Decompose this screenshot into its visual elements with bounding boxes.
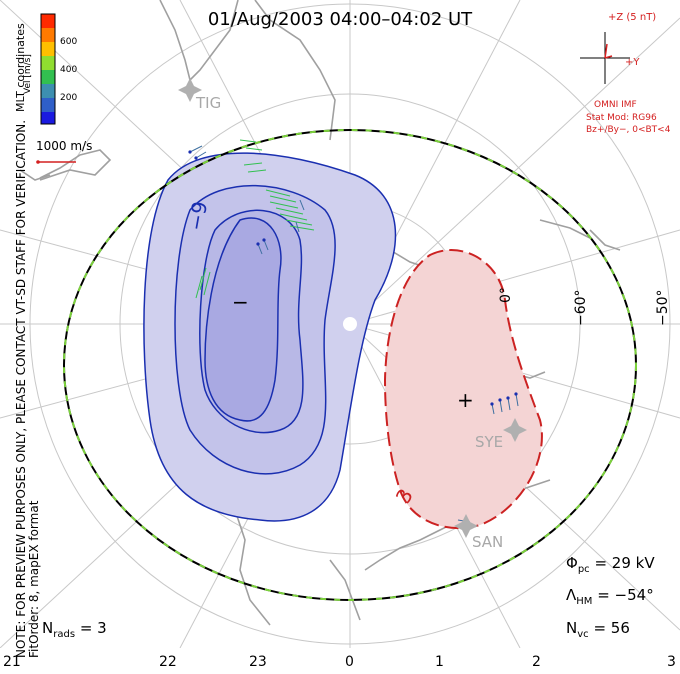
scale-vector: [36, 160, 76, 164]
station-san: SAN: [472, 533, 504, 551]
mlt-2: 2: [532, 654, 541, 670]
coordinates-label: MLT coordinates: [14, 23, 27, 112]
mlt-3: 3: [667, 654, 676, 670]
preview-note: NOTE: FOR PREVIEW PURPOSES ONLY, PLEASE …: [14, 119, 28, 658]
colorbar-tick-400: 400: [60, 65, 78, 75]
negative-convection-cell: [143, 152, 397, 522]
mlt-22: 22: [159, 654, 177, 670]
pole-marker: [343, 317, 357, 331]
stat-phi-pc: Φpc = 29 kV: [566, 554, 655, 575]
latitude-label-50: −50°: [655, 289, 671, 326]
imf-source: OMNI IMF: [594, 100, 637, 110]
imf-clock: [580, 32, 630, 84]
imf-y-label: +Y: [625, 57, 640, 68]
velocity-vectors: [188, 139, 519, 523]
stat-model: Stat Mod: RG96: [586, 113, 657, 123]
stat-n-rads: Nrads = 3: [42, 619, 107, 640]
latitude-label-0: 0°: [498, 287, 514, 303]
contour-label-negative: −9: [183, 199, 213, 233]
map-title: 01/Aug/2003 04:00–04:02 UT: [207, 9, 473, 30]
stat-n-vc: Nvc = 56: [566, 619, 630, 640]
scale-vector-label: 1000 m/s: [36, 139, 93, 153]
mlt-23: 23: [249, 654, 267, 670]
velocity-colorbar: [40, 13, 56, 125]
station-markers: [178, 78, 527, 538]
mlt-1: 1: [435, 654, 444, 670]
hm-boundary: [63, 129, 637, 601]
potential-minimum-mark: −: [232, 290, 249, 314]
colorbar-tick-600: 600: [60, 37, 78, 47]
imf-z-label: +Z (5 nT): [608, 12, 657, 23]
station-sye: SYE: [475, 433, 504, 451]
stat-lambda-hm: ΛHM = −54°: [566, 586, 654, 607]
colorbar-tick-200: 200: [60, 93, 78, 103]
mlt-0: 0: [345, 654, 354, 670]
latitude-label-60: −60°: [573, 289, 589, 326]
potential-maximum-mark: +: [457, 388, 474, 412]
fit-info: FitOrder: 8, mapEX format: [27, 500, 41, 658]
positive-convection-cell: [383, 249, 543, 530]
station-tig: TIG: [196, 94, 222, 112]
imf-condition: Bz+/By−, 0<BT<4: [586, 125, 671, 135]
mlt-21: 21: [3, 654, 21, 670]
